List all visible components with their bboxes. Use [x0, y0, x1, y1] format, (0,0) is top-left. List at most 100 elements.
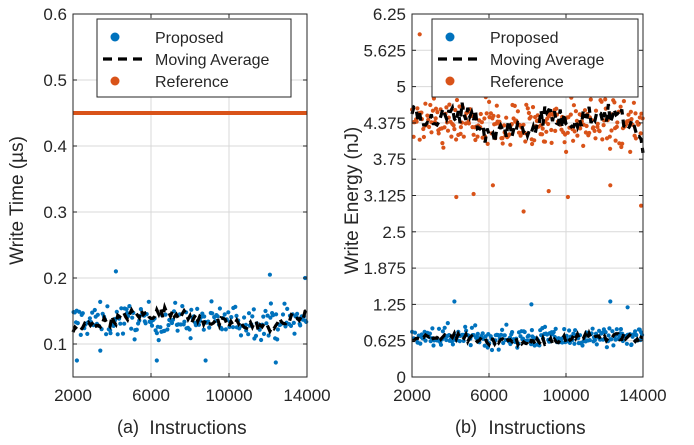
data-point-proposed	[273, 360, 278, 365]
x-tick-label: 6000	[132, 386, 170, 405]
data-point-proposed	[219, 327, 225, 332]
data-point-reference	[530, 141, 535, 147]
data-point-proposed	[291, 320, 296, 325]
data-point-proposed	[504, 322, 509, 327]
data-point-reference	[628, 109, 634, 114]
data-point-reference	[428, 102, 433, 108]
data-point-proposed	[122, 321, 127, 326]
data-point-proposed	[285, 306, 290, 311]
data-point-proposed	[188, 336, 193, 341]
data-point-proposed	[436, 326, 442, 331]
data-point-reference	[633, 136, 639, 141]
data-point-reference	[440, 141, 445, 146]
data-point-proposed	[501, 340, 506, 346]
moving-average-line	[410, 102, 645, 154]
data-point-reference	[417, 32, 422, 37]
data-point-reference	[582, 108, 588, 113]
data-point-proposed	[594, 342, 599, 347]
data-point-proposed	[444, 337, 449, 343]
data-point-reference	[488, 111, 493, 116]
data-point-reference	[546, 189, 551, 194]
data-point-proposed	[264, 321, 269, 326]
data-point-reference	[433, 106, 439, 111]
data-point-proposed	[430, 326, 435, 331]
data-point-proposed	[468, 343, 473, 348]
data-point-reference	[500, 141, 505, 146]
data-point-proposed	[108, 331, 113, 336]
data-point-reference	[458, 131, 463, 136]
data-point-proposed	[418, 341, 423, 346]
data-point-proposed	[282, 301, 287, 306]
data-point-proposed	[118, 321, 123, 326]
x-tick-label: 10000	[542, 386, 589, 405]
y-tick-label: 3.125	[363, 187, 406, 206]
data-point-reference	[523, 139, 528, 144]
data-point-proposed	[207, 325, 212, 330]
data-point-proposed	[246, 311, 252, 316]
data-point-proposed	[261, 331, 267, 336]
data-point-reference	[615, 120, 620, 125]
data-point-reference	[525, 106, 530, 111]
data-point-proposed	[587, 338, 592, 343]
panel-caption: (a)	[117, 417, 139, 437]
data-point-proposed	[98, 299, 103, 304]
legend-marker-reference	[110, 76, 120, 86]
data-point-reference	[554, 106, 559, 111]
data-point-reference	[494, 103, 499, 108]
data-point-proposed	[274, 312, 279, 317]
data-point-proposed	[592, 338, 598, 343]
y-tick-label: 0.1	[43, 335, 67, 354]
data-point-proposed	[609, 337, 614, 342]
legend-label: Proposed	[155, 30, 224, 47]
data-point-proposed	[166, 323, 171, 328]
data-point-proposed	[202, 314, 207, 319]
y-tick-label: 1.875	[363, 259, 406, 278]
data-point-proposed	[210, 311, 215, 316]
data-point-proposed	[633, 329, 638, 334]
data-point-reference	[521, 209, 526, 214]
data-point-proposed	[419, 332, 424, 337]
legend-box	[96, 18, 292, 98]
x-tick-label: 2000	[393, 386, 431, 405]
data-point-reference	[565, 130, 570, 135]
data-point-reference	[466, 121, 471, 126]
x-tick-label: 10000	[205, 386, 252, 405]
data-point-proposed	[195, 306, 200, 311]
data-point-reference	[441, 145, 446, 150]
data-point-proposed	[77, 309, 82, 314]
data-point-proposed	[440, 329, 445, 334]
data-point-proposed	[572, 341, 577, 346]
data-point-reference	[421, 134, 426, 140]
y-tick-label: 0.2	[43, 269, 67, 288]
data-point-reference	[564, 149, 569, 154]
data-point-proposed	[600, 330, 605, 335]
data-point-reference	[608, 146, 613, 151]
data-point-reference	[599, 99, 604, 104]
data-point-proposed	[182, 319, 187, 324]
data-point-proposed	[90, 310, 95, 315]
data-point-proposed	[562, 327, 567, 332]
data-point-reference	[562, 140, 567, 145]
data-point-reference	[631, 100, 637, 105]
data-point-proposed	[138, 307, 143, 312]
data-point-proposed	[268, 301, 273, 306]
data-point-proposed	[92, 307, 97, 313]
data-point-proposed	[463, 324, 468, 329]
data-point-proposed	[120, 331, 126, 336]
data-point-proposed	[614, 327, 619, 332]
y-tick-label: 0	[397, 368, 406, 387]
data-point-proposed	[222, 312, 227, 317]
data-point-proposed	[604, 345, 610, 350]
data-point-reference	[581, 143, 586, 148]
data-point-proposed	[115, 332, 120, 337]
legend-label: Proposed	[490, 30, 559, 47]
data-point-reference	[532, 138, 537, 143]
data-point-reference	[454, 194, 459, 200]
data-point-reference	[568, 112, 573, 117]
data-point-proposed	[267, 272, 272, 277]
data-point-proposed	[551, 330, 556, 335]
y-axis-label: Write Time (µs)	[7, 136, 28, 265]
data-point-reference	[500, 136, 505, 141]
data-point-proposed	[189, 307, 194, 312]
